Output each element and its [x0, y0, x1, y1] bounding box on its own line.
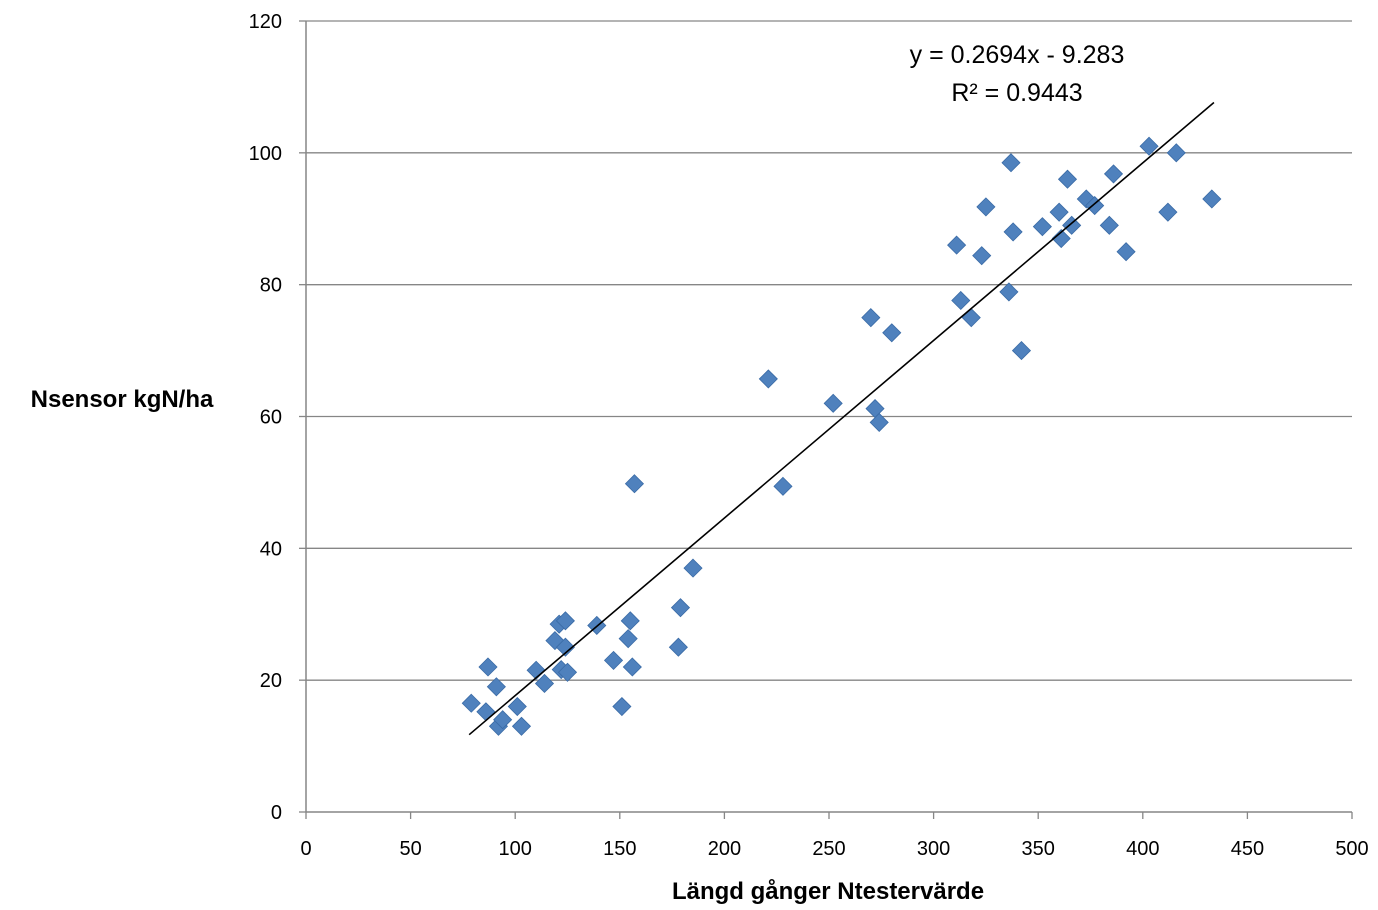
- data-point: [555, 611, 575, 631]
- x-tick-label: 150: [603, 838, 636, 860]
- data-point: [1139, 136, 1159, 156]
- data-point: [1116, 242, 1136, 262]
- data-point: [557, 662, 578, 682]
- data-point: [758, 369, 778, 389]
- x-tick-label: 100: [499, 838, 532, 860]
- data-point: [976, 197, 996, 217]
- data-point: [1049, 202, 1069, 222]
- data-point: [1001, 153, 1021, 173]
- y-tick-labels: 0 20 40 60 80 100 120: [249, 11, 306, 824]
- data-point: [1099, 215, 1119, 235]
- data-point: [773, 476, 793, 496]
- data-point: [1103, 164, 1124, 184]
- data-point: [1158, 202, 1178, 222]
- x-tick-label: 300: [917, 838, 950, 860]
- data-point: [882, 323, 902, 343]
- x-tick-label: 250: [812, 838, 845, 860]
- data-point: [511, 716, 532, 736]
- data-point: [1085, 196, 1105, 216]
- data-point: [478, 657, 498, 677]
- data-point: [961, 308, 981, 328]
- x-tick-label: 350: [1022, 838, 1055, 860]
- data-point: [1166, 143, 1186, 163]
- data-point: [670, 598, 691, 618]
- x-tick-label: 200: [708, 838, 741, 860]
- data-point: [624, 474, 645, 494]
- data-point: [683, 558, 703, 578]
- trendline: [468, 101, 1215, 736]
- x-tick-label: 450: [1231, 838, 1264, 860]
- x-tick-labels: 0 50 100 150 200 250 300 350 400 450 500: [300, 812, 1369, 860]
- data-point: [1032, 217, 1052, 237]
- data-point: [555, 637, 575, 657]
- data-point: [620, 611, 640, 631]
- x-tick-label: 500: [1335, 838, 1368, 860]
- data-point: [668, 637, 688, 657]
- y-tick-label: 100: [249, 143, 282, 165]
- data-point: [486, 677, 506, 697]
- data-point: [618, 629, 638, 649]
- data-point: [823, 393, 843, 413]
- data-point: [507, 696, 527, 717]
- data-point: [534, 673, 555, 694]
- trendline-equation: y = 0.2694x - 9.283: [910, 41, 1125, 69]
- data-point: [972, 246, 992, 266]
- data-point: [603, 650, 624, 670]
- x-tick-label: 400: [1126, 838, 1159, 860]
- data-point: [1057, 169, 1078, 189]
- data-point: [1051, 228, 1071, 249]
- trendline-r2: R² = 0.9443: [951, 79, 1082, 107]
- data-point: [612, 696, 632, 717]
- y-tick-label: 80: [260, 275, 282, 297]
- data-point: [493, 710, 513, 730]
- data-point: [1062, 215, 1082, 235]
- y-tick-label: 20: [260, 670, 282, 692]
- x-tick-label: 0: [300, 838, 311, 860]
- x-tick-label: 50: [399, 838, 421, 860]
- data-point: [869, 412, 889, 432]
- data-point: [622, 657, 642, 677]
- data-point: [947, 235, 967, 255]
- y-tick-label: 60: [260, 407, 282, 429]
- data-point: [951, 290, 971, 311]
- y-axis-title: Nsensor kgN/ha: [31, 386, 214, 413]
- data-point: [999, 282, 1019, 302]
- y-tick-label: 120: [249, 11, 282, 33]
- data-point: [1003, 222, 1023, 242]
- data-point: [1202, 189, 1222, 209]
- data-point: [1011, 341, 1032, 361]
- data-point: [461, 693, 481, 713]
- y-tick-label: 40: [260, 538, 282, 560]
- gridlines: [306, 20, 1352, 681]
- x-axis-title: Längd gånger Ntestervärde: [672, 878, 984, 905]
- data-points: [461, 136, 1222, 736]
- data-point: [865, 399, 885, 419]
- data-point: [861, 308, 881, 328]
- data-point: [476, 702, 496, 722]
- y-tick-label: 0: [271, 802, 282, 824]
